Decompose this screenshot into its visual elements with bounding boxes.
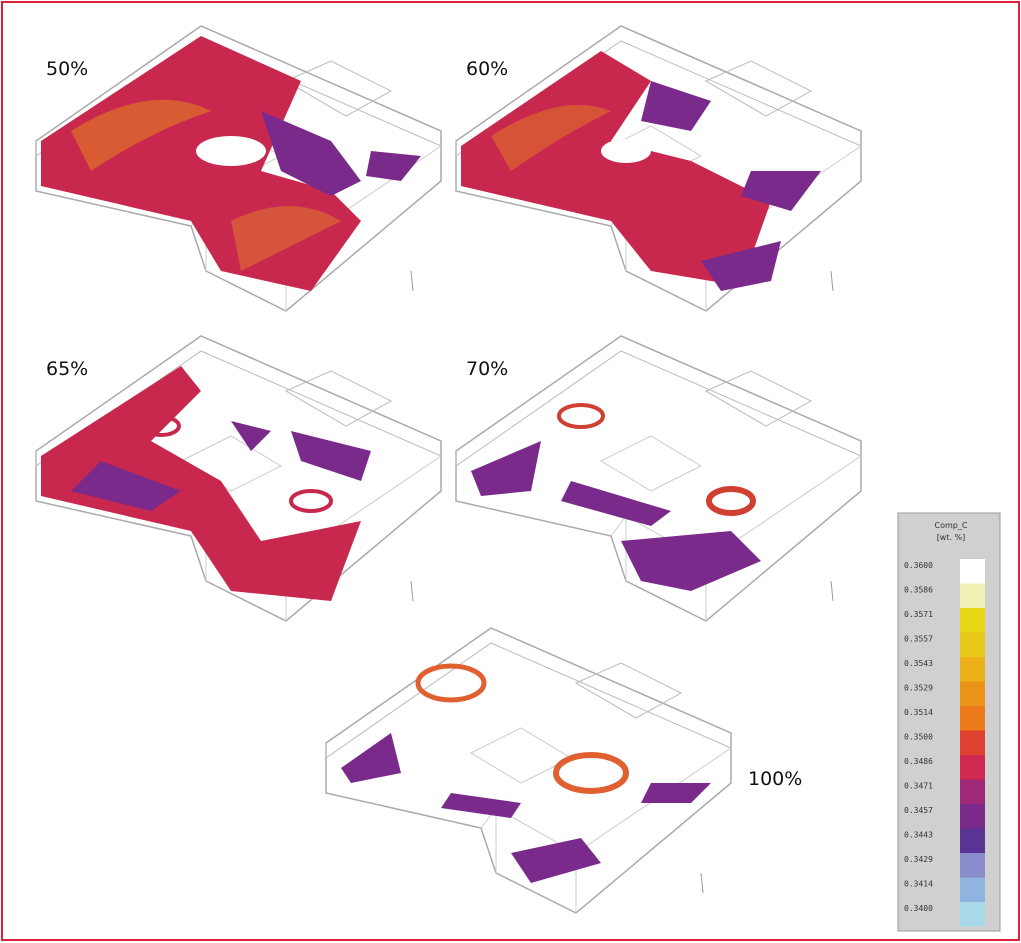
legend-band	[960, 878, 985, 903]
legend-band	[960, 902, 985, 927]
figure: 50% 60% 65% 70% 100% Comp_C [wt. %] 0.36…	[3, 3, 1018, 939]
legend-label: 0.3586	[904, 586, 933, 595]
legend-label: 0.3514	[904, 708, 933, 717]
legend-label: 0.3457	[904, 806, 933, 815]
legend-unit: [wt. %]	[937, 533, 966, 542]
panel-label: 100%	[748, 768, 802, 790]
legend-label: 0.3443	[904, 831, 933, 840]
legend-band	[960, 559, 985, 584]
legend-label: 0.3571	[904, 610, 933, 619]
legend-band	[960, 829, 985, 854]
legend-band	[960, 657, 985, 682]
render-100	[326, 628, 731, 913]
legend-band	[960, 682, 985, 707]
render-65	[36, 336, 441, 621]
legend-band	[960, 633, 985, 658]
legend-label: 0.3557	[904, 635, 933, 644]
render-70	[456, 336, 861, 621]
figure-frame: 50% 60% 65% 70% 100% Comp_C [wt. %] 0.36…	[1, 1, 1020, 941]
legend-label: 0.3400	[904, 904, 933, 913]
panel-label: 65%	[46, 358, 88, 380]
legend-label: 0.3414	[904, 880, 933, 889]
legend-band	[960, 804, 985, 829]
legend-band	[960, 608, 985, 633]
panel-label: 70%	[466, 358, 508, 380]
legend-label: 0.3543	[904, 659, 933, 668]
legend-band	[960, 853, 985, 878]
legend-label: 0.3429	[904, 855, 933, 864]
panel-label: 50%	[46, 58, 88, 80]
legend-label: 0.3486	[904, 757, 933, 766]
legend-band	[960, 780, 985, 805]
legend-label: 0.3600	[904, 561, 933, 570]
render-50	[36, 26, 441, 311]
legend-band	[960, 731, 985, 756]
color-legend: Comp_C [wt. %] 0.3600 0.3586 0.3571 0.3557 0…	[898, 513, 1000, 931]
legend-label: 0.3471	[904, 782, 933, 791]
legend-band	[960, 755, 985, 780]
panel-label: 60%	[466, 58, 508, 80]
legend-label: 0.3529	[904, 684, 933, 693]
legend-band	[960, 584, 985, 609]
legend-label: 0.3500	[904, 733, 933, 742]
legend-title: Comp_C	[935, 521, 968, 530]
render-60	[456, 26, 861, 311]
legend-band	[960, 706, 985, 731]
